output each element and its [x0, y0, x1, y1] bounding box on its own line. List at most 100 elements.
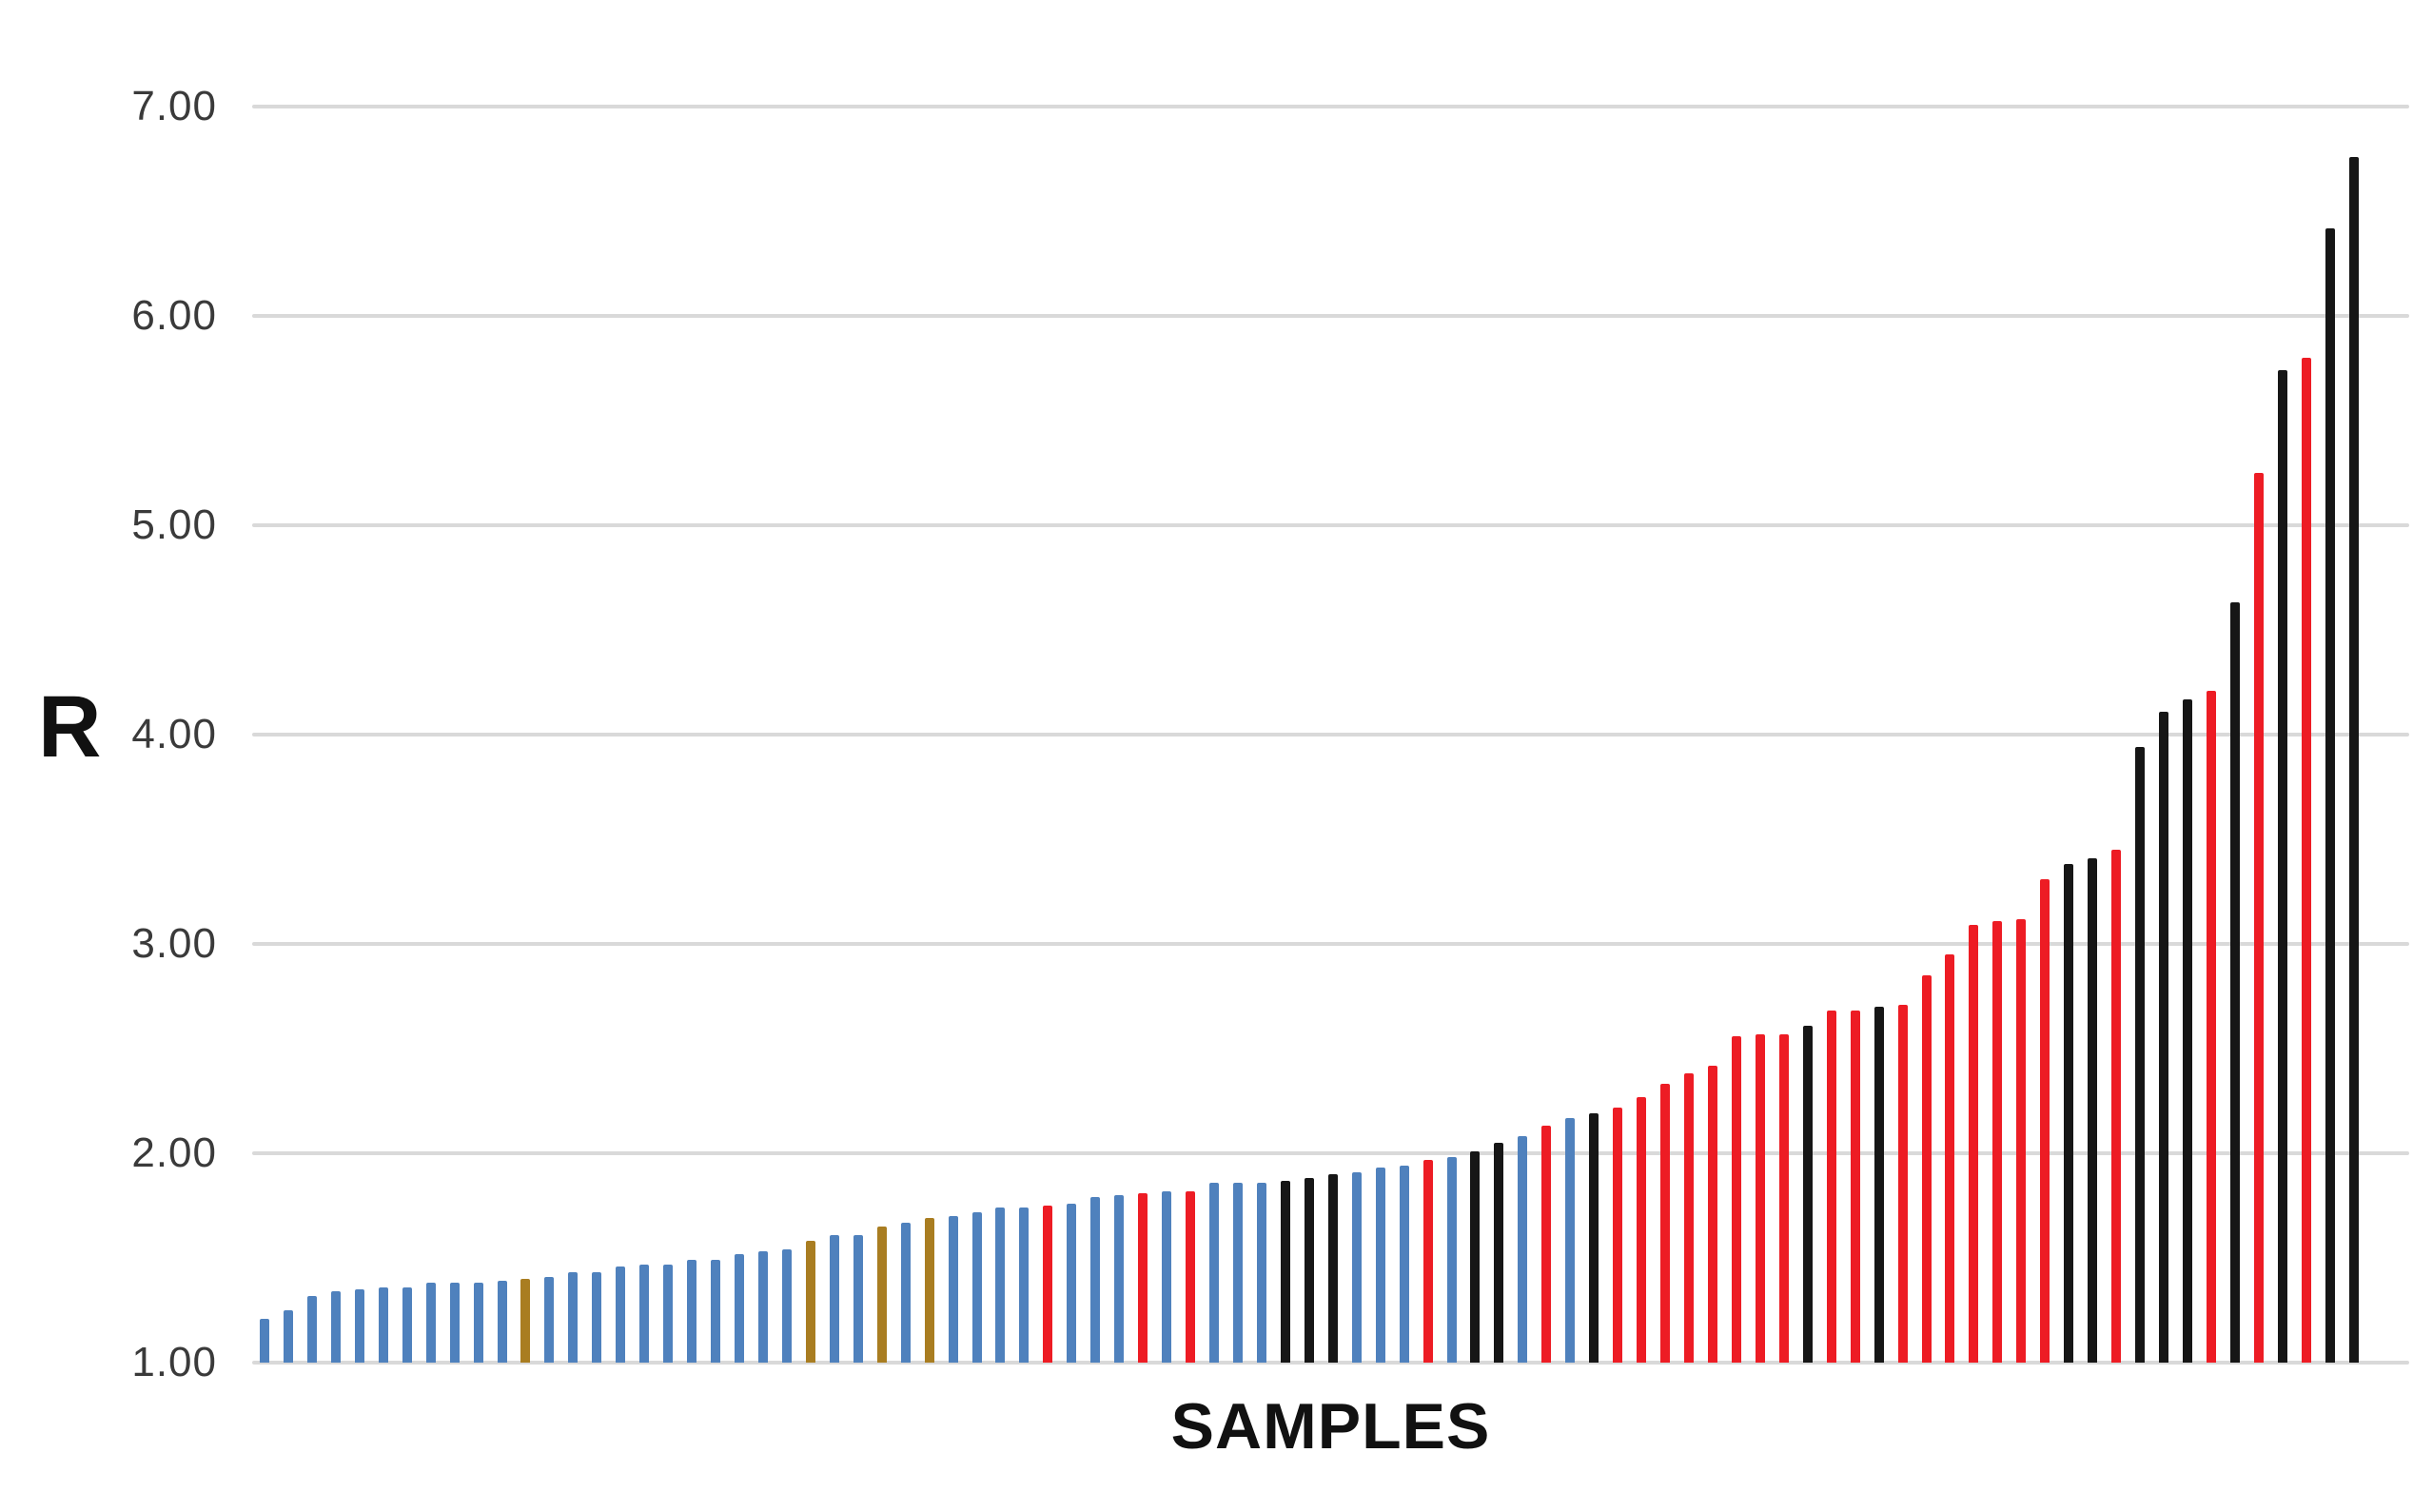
gridline: [252, 733, 2409, 736]
bar: [306, 1295, 317, 1363]
bar: [1755, 1033, 1765, 1363]
bar: [829, 1234, 839, 1363]
bar: [354, 1289, 364, 1363]
bar: [1446, 1157, 1457, 1363]
gridline: [252, 1361, 2409, 1365]
bar: [2348, 156, 2359, 1363]
bar: [2016, 918, 2027, 1363]
bar: [876, 1227, 887, 1363]
bar: [568, 1272, 579, 1363]
gridline: [252, 523, 2409, 527]
bar: [1375, 1168, 1385, 1363]
bar: [1518, 1136, 1528, 1363]
bar: [1138, 1192, 1148, 1363]
gridline: [252, 105, 2409, 108]
bar: [544, 1276, 555, 1363]
bar: [1613, 1107, 1623, 1363]
bar: [2182, 698, 2192, 1363]
bar: [473, 1283, 483, 1363]
bar: [283, 1310, 293, 1363]
bar: [1090, 1197, 1101, 1363]
y-tick-label: 6.00: [131, 292, 217, 339]
bar: [1589, 1113, 1599, 1363]
bar: [1162, 1190, 1172, 1363]
bar: [1826, 1011, 1836, 1363]
bar: [687, 1260, 697, 1363]
bar: [711, 1260, 721, 1363]
bar: [1684, 1073, 1694, 1363]
bar: [948, 1216, 958, 1363]
bar: [1067, 1203, 1077, 1363]
bar: [995, 1208, 1006, 1363]
bar: [900, 1222, 911, 1363]
bar: [2253, 473, 2264, 1363]
bar: [924, 1218, 934, 1363]
bar: [330, 1291, 341, 1363]
bar: [497, 1281, 507, 1363]
bar: [2229, 602, 2240, 1363]
bar: [805, 1241, 815, 1363]
bar: [1304, 1178, 1314, 1363]
gridline: [252, 314, 2409, 318]
bar: [1256, 1182, 1266, 1363]
bar: [2277, 370, 2287, 1363]
y-axis-title: R: [38, 678, 102, 776]
y-tick-label: 3.00: [131, 920, 217, 967]
bar: [1778, 1033, 1789, 1363]
x-axis-title: SAMPLES: [1170, 1390, 1491, 1463]
bar: [1802, 1025, 1813, 1363]
bar: [663, 1264, 674, 1363]
y-tick-label: 7.00: [131, 83, 217, 129]
bar: [1043, 1206, 1053, 1363]
bar: [1470, 1150, 1481, 1363]
bar: [1897, 1004, 1908, 1363]
bar: [2135, 747, 2146, 1363]
bar: [1280, 1180, 1290, 1363]
bar: [1660, 1084, 1671, 1363]
y-tick-label: 4.00: [131, 711, 217, 757]
bar: [1850, 1011, 1860, 1363]
bar: [1921, 975, 1932, 1363]
bar: [425, 1283, 436, 1363]
bar: [1707, 1065, 1717, 1363]
bar: [402, 1286, 412, 1363]
bar: [1565, 1117, 1576, 1363]
bar: [1019, 1208, 1030, 1363]
bar: [1874, 1007, 1884, 1363]
y-tick-label: 2.00: [131, 1129, 217, 1176]
bar: [971, 1211, 982, 1363]
bar: [1992, 920, 2003, 1363]
bar: [1351, 1171, 1362, 1363]
gridline: [252, 1151, 2409, 1155]
bar: [2111, 850, 2122, 1363]
bar: [639, 1264, 650, 1363]
bar: [2064, 864, 2074, 1363]
bar: [1731, 1035, 1741, 1363]
bar: [520, 1279, 531, 1363]
y-tick-label: 5.00: [131, 501, 217, 548]
bar: [616, 1266, 626, 1363]
bar: [757, 1251, 768, 1363]
bar: [378, 1286, 388, 1363]
bar: [781, 1249, 792, 1363]
bar: [735, 1253, 744, 1363]
bar: [592, 1272, 602, 1363]
bar: [1494, 1143, 1504, 1363]
gridline: [252, 942, 2409, 946]
bar: [2040, 878, 2050, 1363]
bar: [2088, 857, 2098, 1363]
bar: [2206, 690, 2216, 1363]
bar: [1399, 1166, 1409, 1363]
bar: [1969, 925, 1979, 1363]
bar: [449, 1283, 460, 1363]
bar: [853, 1234, 863, 1363]
bar: [1637, 1096, 1647, 1363]
bar: [1945, 954, 1955, 1363]
bar: [2301, 358, 2311, 1363]
bar: [1209, 1182, 1219, 1363]
bar: [1422, 1159, 1433, 1363]
bar: [260, 1318, 269, 1363]
bar: [1232, 1182, 1243, 1363]
